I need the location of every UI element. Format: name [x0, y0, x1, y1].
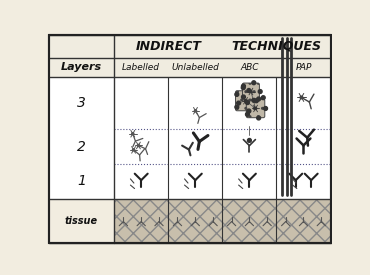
- FancyBboxPatch shape: [114, 58, 330, 77]
- FancyBboxPatch shape: [49, 35, 114, 77]
- Circle shape: [264, 106, 268, 110]
- FancyBboxPatch shape: [236, 91, 256, 111]
- Circle shape: [246, 112, 249, 116]
- Circle shape: [258, 90, 262, 94]
- Circle shape: [252, 81, 256, 85]
- Circle shape: [252, 98, 256, 102]
- Circle shape: [132, 149, 135, 151]
- Text: Labelled: Labelled: [122, 63, 160, 72]
- Circle shape: [255, 107, 257, 109]
- FancyBboxPatch shape: [114, 199, 330, 243]
- Circle shape: [300, 96, 303, 99]
- Circle shape: [241, 86, 245, 90]
- Text: 2: 2: [77, 140, 86, 153]
- Circle shape: [261, 96, 265, 100]
- Circle shape: [247, 89, 251, 92]
- Circle shape: [242, 95, 245, 99]
- Circle shape: [132, 133, 134, 135]
- FancyBboxPatch shape: [246, 99, 265, 118]
- Circle shape: [245, 100, 247, 102]
- Circle shape: [235, 105, 239, 109]
- Text: ABC: ABC: [240, 63, 259, 72]
- Text: Layers: Layers: [61, 62, 102, 72]
- Text: 3: 3: [77, 96, 86, 110]
- Circle shape: [247, 109, 251, 113]
- Circle shape: [235, 92, 239, 96]
- Circle shape: [237, 101, 241, 105]
- Circle shape: [255, 99, 258, 103]
- Circle shape: [248, 139, 251, 142]
- Text: Unlabelled: Unlabelled: [171, 63, 219, 72]
- Text: PAP: PAP: [295, 63, 312, 72]
- Circle shape: [137, 144, 139, 147]
- FancyBboxPatch shape: [49, 35, 330, 58]
- FancyBboxPatch shape: [49, 35, 330, 199]
- Circle shape: [242, 84, 245, 88]
- Circle shape: [257, 97, 260, 101]
- Text: TECHNIQUES: TECHNIQUES: [232, 40, 322, 53]
- Circle shape: [246, 101, 249, 104]
- Circle shape: [194, 110, 196, 112]
- Circle shape: [250, 90, 252, 93]
- Text: tissue: tissue: [65, 216, 98, 226]
- Circle shape: [257, 116, 260, 120]
- FancyBboxPatch shape: [242, 83, 259, 100]
- Text: 1: 1: [77, 174, 86, 188]
- Text: INDIRECT: INDIRECT: [135, 40, 201, 53]
